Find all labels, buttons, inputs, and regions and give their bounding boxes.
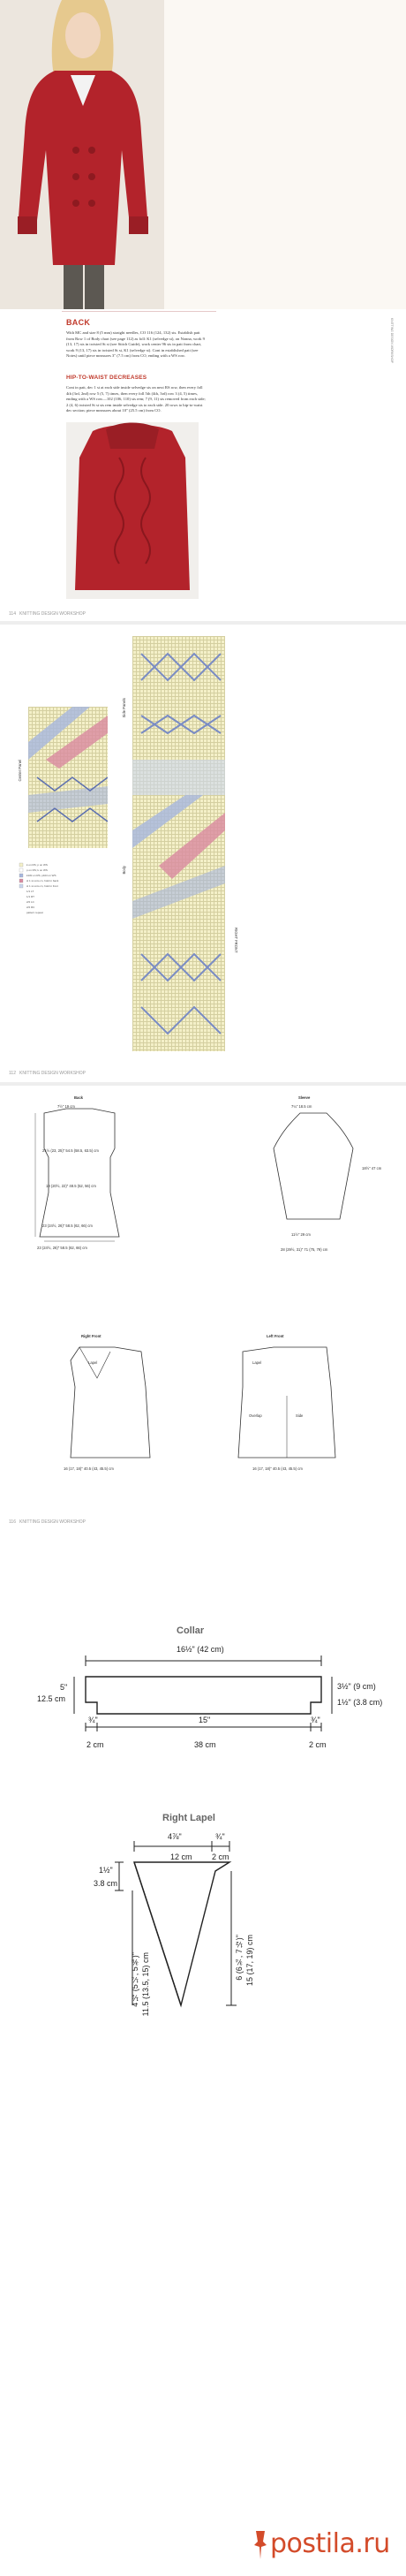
sleeve-cuff: 28 (29½, 31)" 71 (75, 79) cm <box>281 1247 328 1252</box>
key-item: 1/1 LT <box>26 890 34 893</box>
back-outline <box>34 1108 120 1242</box>
right-lapel-right: 6 (6¾, 7½)" <box>235 1935 244 1981</box>
collar-bottom-mid-cm: 38 cm <box>194 1740 216 1749</box>
right-lapel-left-bottom: 4½ (5¼, 5⅜)" <box>131 1952 139 2007</box>
page-side-strip <box>164 0 406 309</box>
hero-photo <box>0 0 164 309</box>
sleeve-top: 7¼" 18.5 cm <box>291 1104 312 1109</box>
body-chart-pattern <box>132 652 225 1035</box>
right-front-bottom: 16 (17, 18)" 40.5 (43, 45.5) cm <box>64 1466 114 1471</box>
collar-bottom-left-in: ¾" <box>88 1716 98 1724</box>
right-lapel-top-right-in: ¾" <box>215 1832 225 1841</box>
watermark-text: postila.ru <box>270 2528 390 2559</box>
sleeve-outline <box>273 1112 354 1220</box>
key-swatches <box>19 862 24 889</box>
page-footer: KNITTING DESIGN WORKSHOP <box>19 611 86 617</box>
back-photo <box>66 422 199 599</box>
collar-top: 16½" (42 cm) <box>177 1645 224 1654</box>
key-item: k1tbl on RS; p1tbl on WS <box>26 874 56 877</box>
page-number: 114 <box>9 611 16 617</box>
watermark: postila.ru <box>251 2528 390 2559</box>
back-title: Back <box>74 1095 84 1100</box>
collar-bottom-mid-in: 15" <box>199 1716 211 1724</box>
left-front-lapel: Lapel <box>252 1360 262 1365</box>
right-front-label: RIGHT FRONT <box>234 928 238 953</box>
center-panel-pattern <box>28 707 109 822</box>
right-lapel-title: Right Lapel <box>162 1813 215 1823</box>
side-panels-label: Side Panels <box>122 698 126 718</box>
key-item: 2/2 RC <box>26 905 35 909</box>
collar-bottom-right-in: ¾" <box>311 1716 320 1724</box>
right-front-lapel: Lapel <box>88 1360 98 1365</box>
back-bust: 21½ (23, 25)" 54.5 (58.5, 63.5) cm <box>42 1148 99 1153</box>
page-footer: KNITTING DESIGN WORKSHOP <box>19 1519 86 1525</box>
back-hip: 23 (24½, 26)" 58.5 (62, 66) cm <box>42 1224 93 1228</box>
left-front-title: Left Front <box>267 1334 284 1338</box>
right-lapel-top-right-cm: 2 cm <box>212 1852 229 1861</box>
section-title: BACK <box>66 318 91 327</box>
right-lapel-top-cm: 12 cm <box>170 1852 192 1861</box>
collar-bottom-left-cm: 2 cm <box>86 1740 104 1749</box>
right-lapel-diagram <box>115 1841 237 2008</box>
page-footer: KNITTING DESIGN WORKSHOP <box>19 1071 86 1076</box>
pin-icon <box>254 2530 267 2559</box>
sidebar-label: KNITTING DESIGN WORKSHOP <box>390 318 394 363</box>
right-front-schematic <box>62 1343 168 1471</box>
left-front-schematic <box>229 1343 344 1471</box>
collar-right-step-2: 1½" (3.8 cm) <box>337 1698 383 1707</box>
left-front-bottom: 16 (17, 18)" 40.5 (43, 45.5) cm <box>252 1466 303 1471</box>
right-lapel-top-in: 4⅞" <box>168 1832 182 1841</box>
collar-title: Collar <box>177 1625 205 1636</box>
back-schematic <box>26 1104 132 1250</box>
back-instructions: With MC and size 8 (5 mm) straight needl… <box>66 330 205 359</box>
body-chart <box>132 636 225 1051</box>
key-item: pattern repeat <box>26 911 43 914</box>
page-number: 116 <box>9 1519 16 1525</box>
right-front-outline <box>70 1346 151 1458</box>
subsection-title: HIP-TO-WAIST DECREASES <box>66 375 147 381</box>
collar-bottom-right-cm: 2 cm <box>309 1740 327 1749</box>
back-waist: 19 (20½, 22)" 48.5 (52, 56) cm <box>46 1184 96 1188</box>
center-panel-label: Center Panel <box>18 760 22 782</box>
right-lapel-left-top-cm: 3.8 cm <box>94 1879 118 1888</box>
collar-diagram <box>73 1655 333 1731</box>
sleeve-length: 18½" 47 cm <box>362 1166 382 1171</box>
right-lapel-left-top-in: 1½" <box>99 1866 113 1875</box>
body-label: Body <box>122 866 126 875</box>
key-item: 2/2 LC <box>26 900 34 904</box>
schematics-page <box>0 1086 406 1527</box>
model-in-red-sweater-image <box>0 0 164 309</box>
key-item: sl 1 st onto cn, hold in front <box>26 884 58 888</box>
key-item: p on RS; k on WS <box>26 868 48 872</box>
page-number: 112 <box>9 1071 16 1076</box>
right-front-title: Right Front <box>81 1334 102 1338</box>
left-front-side: Side <box>296 1413 304 1418</box>
page-rule <box>62 311 216 312</box>
hip-instructions: Cont in patt, dec 1 st at each side insi… <box>66 385 206 413</box>
key-item: 1/1 RT <box>26 895 34 898</box>
sweater-back-image <box>75 422 190 590</box>
back-neck: 7½" 19 cm <box>57 1104 75 1109</box>
left-front-overlap: Overlap <box>249 1413 262 1418</box>
page-separator <box>0 621 406 625</box>
back-bottom: 23 (24½, 26)" 58.5 (62, 66) cm <box>37 1246 87 1250</box>
chart-key <box>18 861 97 928</box>
key-list: k on RS; p on WS p on RS; k on WS k1tbl … <box>26 862 58 915</box>
collar-right-step-1: 3½" (9 cm) <box>337 1682 376 1691</box>
sleeve-schematic <box>265 1104 362 1232</box>
key-item: k on RS; p on WS <box>26 863 48 867</box>
sleeve-bottom: 11½" 29 cm <box>291 1232 311 1237</box>
collar-left-height-cm: 12.5 cm <box>37 1694 66 1703</box>
right-lapel-left-bottom-cm: 11.5 (13.5, 15) cm <box>141 1952 150 2017</box>
sleeve-title: Sleeve <box>298 1095 311 1100</box>
right-lapel-right-cm: 15 (17, 19) cm <box>245 1935 254 1987</box>
key-item: sl 1 st onto cn, hold in back <box>26 879 59 883</box>
page-separator <box>0 1082 406 1086</box>
left-front-outline <box>237 1346 336 1458</box>
collar-left-height-in: 5" <box>60 1683 68 1692</box>
center-panel-chart <box>28 707 109 848</box>
